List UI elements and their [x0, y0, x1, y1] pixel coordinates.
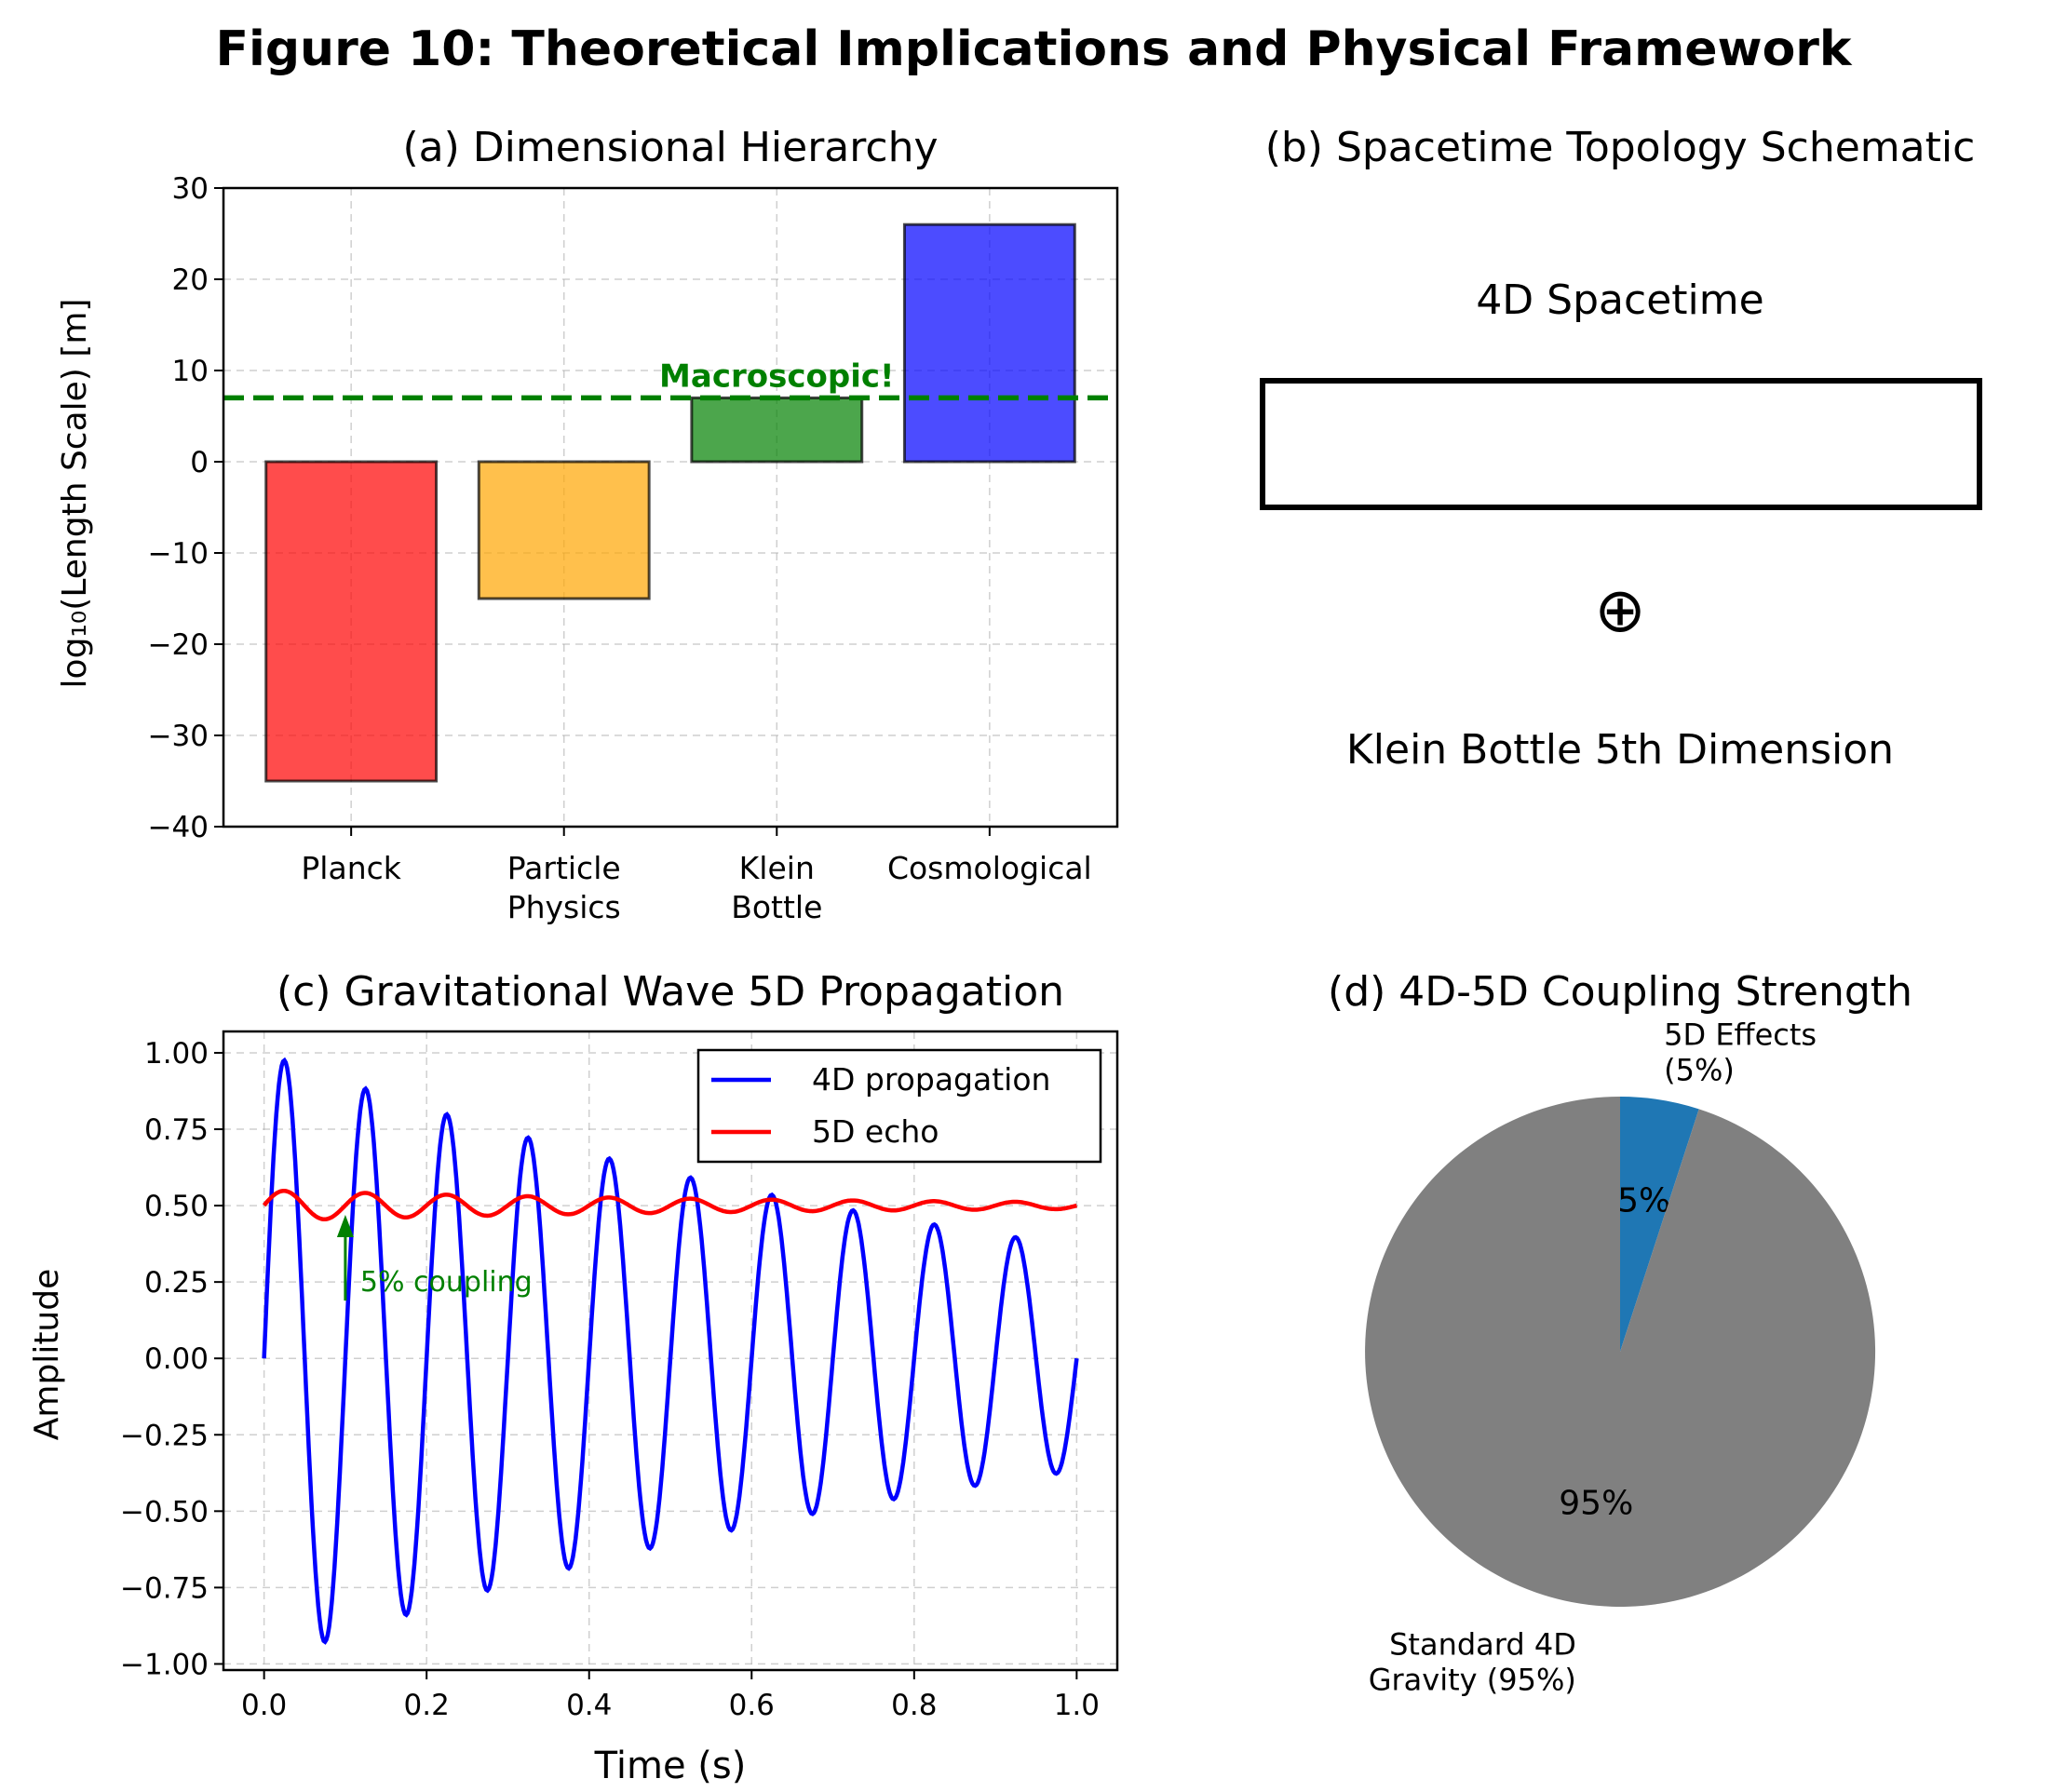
panel-c-ytick-label: −1.00	[120, 1648, 209, 1681]
panel-c-y-ticks: 1.00 0.75 0.50 0.25 0.00 −0.25 −0.50 −0.75 −1.00	[120, 1037, 223, 1681]
legend-label: 4D propagation	[812, 1061, 1050, 1098]
legend-box	[696, 1048, 1102, 1164]
pie-slice-label: (5%)	[1664, 1052, 1735, 1087]
panel-a-ytick-label: −20	[148, 628, 209, 662]
panel-spacetime-schematic: (b) Spacetime Topology Schematic 4D Spac…	[1260, 124, 1982, 774]
pie-slice-standard-4d-gravity	[1365, 1097, 1876, 1608]
panel-c-xtick-label: 0.2	[404, 1689, 450, 1722]
panel-c-xtick-label: 0.0	[241, 1689, 287, 1722]
pie-slice-5d-effects	[1620, 1097, 1699, 1352]
panel-coupling-strength: (d) 4D-5D Coupling Strength 5% 5D Effects…	[1328, 968, 1912, 1698]
panel-c-xtick-label: 0.4	[566, 1689, 612, 1722]
panel-a-threshold: Macroscopic!	[223, 357, 1117, 401]
pie-slice-label: Standard 4D	[1389, 1627, 1576, 1663]
panel-a-bars	[264, 222, 1076, 783]
panel-c-xtick-label: 0.8	[891, 1689, 937, 1722]
panel-a-xtick-label: Particle	[507, 850, 621, 886]
panel-gravitational-wave: (c) Gravitational Wave 5D Propagation Am…	[28, 968, 1119, 1787]
spacetime-4d-label: 4D Spacetime	[1476, 276, 1763, 324]
panel-a-xtick-label: Cosmological	[887, 850, 1092, 886]
panel-c-legend: 4D propagation 5D echo	[696, 1048, 1102, 1164]
panel-a-xtick-label: Klein	[739, 850, 815, 886]
panel-a-xtick-label: Bottle	[731, 889, 822, 925]
figure-title: Figure 10: Theoretical Implications and …	[215, 21, 1852, 77]
panel-c-xtick-label: 1.0	[1054, 1689, 1100, 1722]
panel-c-xlabel: Time (s)	[594, 1745, 747, 1787]
panel-c-frame	[222, 1030, 1119, 1672]
panel-a-frame	[222, 186, 1119, 829]
panel-a-ytick-label: 0	[190, 446, 209, 479]
panel-c-x-ticks: 0.0 0.2 0.4 0.6 0.8 1.0	[241, 1670, 1100, 1722]
pie-slice-label: Gravity (95%)	[1369, 1663, 1576, 1698]
panel-dimensional-hierarchy: (a) Dimensional Hierarchy log₁₀(Length S…	[56, 124, 1119, 925]
spacetime-4d-box	[1260, 378, 1982, 510]
pie-slice-label: 5D Effects	[1664, 1017, 1817, 1052]
panel-c-annotation: 5% coupling	[336, 1214, 533, 1301]
panel-c-xtick-label: 0.6	[729, 1689, 775, 1722]
panel-c-lines	[262, 1057, 1079, 1645]
series-5d-echo	[262, 1189, 1077, 1222]
panel-c-ylabel: Amplitude	[28, 1269, 66, 1440]
panel-a-xtick-label: Planck	[301, 850, 401, 886]
panel-d-title: (d) 4D-5D Coupling Strength	[1328, 968, 1912, 1016]
series-4d-propagation	[262, 1057, 1079, 1645]
panel-a-ytick-label: −40	[148, 811, 209, 844]
panel-c-ytick-label: −0.50	[120, 1495, 209, 1529]
panel-c-ytick-label: 1.00	[144, 1037, 209, 1071]
direct-sum-symbol: ⊕	[1594, 574, 1645, 646]
bar-particle	[477, 460, 651, 600]
panel-c-ytick-label: −0.25	[120, 1419, 209, 1452]
pie-pct-label: 5%	[1617, 1182, 1670, 1220]
coupling-arrow-head	[336, 1214, 354, 1237]
panel-a-ytick-label: −30	[148, 720, 209, 753]
panel-c-ytick-label: 0.00	[144, 1342, 209, 1376]
klein-bottle-5th-dimension-label: Klein Bottle 5th Dimension	[1346, 726, 1894, 774]
panel-a-ytick-label: 10	[172, 355, 209, 388]
bar-cosmological	[902, 222, 1076, 464]
pie-pct-label: 95%	[1559, 1484, 1633, 1522]
panel-b-title: (b) Spacetime Topology Schematic	[1265, 124, 1976, 171]
panel-c-title: (c) Gravitational Wave 5D Propagation	[277, 968, 1064, 1016]
macroscopic-label: Macroscopic!	[659, 357, 894, 395]
panel-c-ytick-label: 0.75	[144, 1113, 209, 1147]
panel-a-ytick-label: −10	[148, 537, 209, 571]
panel-c-ytick-label: 0.50	[144, 1190, 209, 1223]
bar-planck	[264, 460, 439, 783]
panel-a-y-ticks: 30 20 10 0 −10 −20 −30 −40	[148, 172, 223, 844]
panel-a-title: (a) Dimensional Hierarchy	[402, 124, 938, 171]
bar-klein	[690, 396, 864, 464]
panel-a-ylabel: log₁₀(Length Scale) [m]	[56, 299, 94, 689]
panel-c-ytick-label: −0.75	[120, 1571, 209, 1605]
panel-a-xtick-label: Physics	[507, 889, 621, 925]
legend-label: 5D echo	[812, 1113, 939, 1150]
panel-a-ytick-label: 30	[172, 172, 209, 206]
panel-a-ytick-label: 20	[172, 263, 209, 297]
coupling-annotation-label: 5% coupling	[360, 1266, 533, 1299]
panel-c-ytick-label: 0.25	[144, 1266, 209, 1300]
